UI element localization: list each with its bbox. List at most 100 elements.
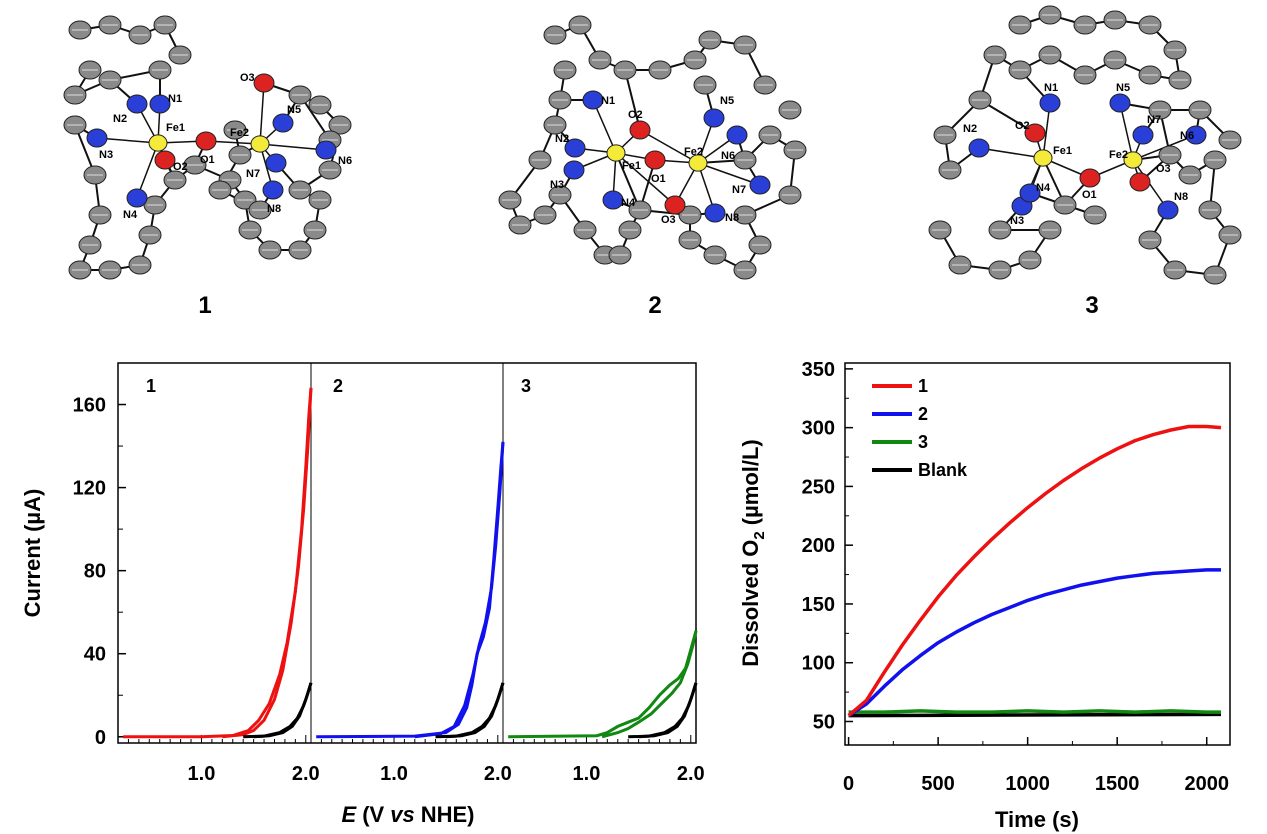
atom-label-n4: N4 [123, 209, 138, 221]
o2-y-tick-label: 150 [802, 594, 835, 616]
atom-label-n3: N3 [99, 149, 113, 161]
o2-ticks: 50 100 150 200 250 300 350 0 500 1000 1500 2000 [802, 359, 1229, 795]
cv-series-reverse-1 [253, 682, 313, 739]
atom-label-n6: N6 [1180, 130, 1194, 142]
o2-legend-label: 2 [918, 404, 928, 424]
atom-label-n7: N7 [732, 184, 746, 196]
atom-label-o1: O1 [1082, 189, 1097, 201]
cv-series-forward-1 [123, 387, 313, 739]
o2-y-tick-label: 300 [802, 418, 835, 440]
o2-legend-label: 3 [918, 432, 928, 452]
cv-x-axis-label-vs: vs [390, 802, 414, 827]
atom-label-n3: N3 [550, 179, 564, 191]
atom-o2 [1024, 123, 1046, 143]
o2-series-line-3 [848, 709, 1221, 714]
atom-label-n1: N1 [601, 95, 615, 107]
cv-x-tick-label: 2.0 [484, 763, 512, 785]
cv-x-tick-label: 1.0 [573, 763, 601, 785]
atom-label-o3: O3 [661, 214, 676, 226]
o2-chart: 50 100 150 200 250 300 350 0 500 1000 1500 2000 1 2 3… [738, 359, 1231, 832]
atom-n6 [1185, 125, 1207, 145]
o2-series-line-1 [847, 424, 1222, 717]
atom-label-n6: N6 [721, 150, 735, 162]
atom-label-n8: N8 [1174, 191, 1188, 203]
o2-series [847, 424, 1222, 718]
cv-chart: 0 40 80 120 160 1.0 2.0 1.0 2.0 1.0 2.0 1 2 3 Curr… [20, 362, 705, 827]
atom-n8 [704, 203, 726, 223]
o2-y-tick-label: 250 [802, 476, 835, 498]
atom-label-n2: N2 [963, 123, 977, 135]
atom-label-n3: N3 [1010, 215, 1024, 227]
cv-series-reverse-3 [601, 630, 698, 739]
metal-bond-line [136, 142, 159, 199]
atom-fe2 [1123, 151, 1143, 169]
bond-line [624, 69, 641, 131]
atom-label-n5: N5 [287, 104, 301, 116]
atom-fe2 [688, 154, 708, 172]
atom-n1 [1039, 93, 1061, 113]
bond-line [615, 152, 641, 211]
atom-label-n2: N2 [113, 113, 127, 125]
cv-series-reverse-2 [445, 682, 505, 739]
cv-x-tick-label: 1.0 [188, 763, 216, 785]
metal-bond-line [615, 152, 676, 206]
o2-x-tick-label: 500 [921, 773, 954, 795]
atom-label-fe2: Fe2 [230, 127, 249, 139]
cv-x-tick-label: 2.0 [292, 763, 320, 785]
atom-label-o2: O2 [173, 161, 188, 173]
o2-x-tick-label: 2000 [1184, 773, 1229, 795]
o2-y-axis-label: Dissolved O2 (µmol/L) [738, 439, 768, 667]
atom-n6 [315, 140, 337, 160]
cv-y-axis-label-unit: (µA) [20, 489, 45, 532]
atom-o1 [195, 131, 217, 151]
atom-label-fe1: Fe1 [1053, 145, 1072, 157]
o2-y-tick-label: 350 [802, 359, 835, 381]
cv-y-axis-label: Current (µA) [20, 489, 45, 618]
o2-y-tick-label: 50 [813, 711, 835, 733]
atom-label-o1: O1 [651, 173, 666, 185]
atom-n4 [602, 190, 624, 210]
atom-o1 [644, 150, 666, 170]
atom-label-n7: N7 [1147, 114, 1161, 126]
atom-n6 [726, 125, 748, 145]
atom-label-n8: N8 [267, 203, 281, 215]
atom-label-n1: N1 [168, 93, 182, 105]
atom-fe1 [1033, 149, 1053, 167]
o2-legend-label: Blank [918, 460, 968, 480]
cv-x-tick-label: 2.0 [677, 763, 705, 785]
o2-y-tick-label: 200 [802, 535, 835, 557]
cv-y-tick-label: 0 [95, 727, 106, 749]
crystal-structure-1: N1 N2 N3 N4 Fe1 O1 O2 Fe2 O3 N5 N6 N7 N8 [63, 15, 352, 280]
o2-series-line-2 [847, 568, 1221, 718]
atom-label-o2: O2 [1015, 120, 1030, 132]
o2-x-axis-label: Time (s) [995, 807, 1079, 832]
atom-o1 [1079, 168, 1101, 188]
o2-x-tick-label: 1000 [1005, 773, 1050, 795]
metal-bond-line [259, 82, 265, 145]
atom-label-n5: N5 [1116, 82, 1130, 94]
metal-bond-line [259, 143, 327, 151]
atom-o3 [664, 195, 686, 215]
cv-x-axis-label: E (V vs NHE) [342, 802, 475, 827]
atom-n5 [703, 108, 725, 128]
structure-label-3: 3 [1085, 292, 1098, 319]
atom-label-fe1: Fe1 [622, 160, 641, 172]
atom-n4 [126, 188, 148, 208]
o2-x-tick-label: 0 [843, 773, 854, 795]
atom-n7 [749, 175, 771, 195]
cv-plot-frame [117, 362, 697, 744]
crystal-structure-2: N1 N2 N3 N4 O2 Fe1 O1 Fe2 N5 N6 N7 O3 N8 [498, 15, 807, 280]
atom-label-n2: N2 [555, 133, 569, 145]
atom-o2 [154, 150, 176, 170]
atom-fe1 [606, 144, 626, 162]
o2-plot-frame [844, 362, 1231, 746]
cv-series-reverse-1 [222, 387, 313, 739]
metal-bond-line [1132, 159, 1169, 211]
atom-label-fe2: Fe2 [1109, 149, 1128, 161]
cv-panel-label-3: 3 [521, 376, 531, 396]
atom-label-n1: N1 [1044, 82, 1058, 94]
atom-label-o3: O3 [1156, 163, 1171, 175]
structure-label-2: 2 [648, 292, 661, 319]
atom-n8 [1157, 200, 1179, 220]
atom-label-n8: N8 [725, 212, 739, 224]
